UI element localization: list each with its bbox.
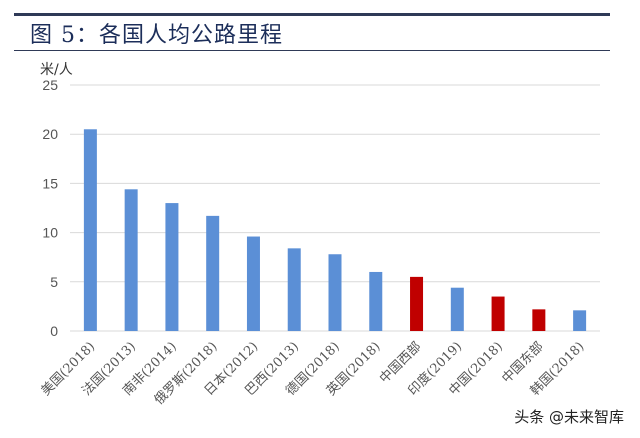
bar [287,248,301,331]
y-tick-label: 0 [50,323,58,339]
y-tick-label: 25 [42,77,58,93]
title-bottom-rule [14,50,610,51]
y-tick-label: 5 [50,274,58,290]
bar [246,236,260,331]
y-tick-label: 10 [42,225,58,241]
bar [491,296,505,331]
y-axis-ticks: 0 5 10 15 20 25 [42,77,58,339]
bar [328,254,342,331]
bar [206,215,220,331]
chart-title: 图 5：各国人均公路里程 [30,23,283,48]
watermark: 头条 @未来智库 [510,405,628,428]
bar [83,129,97,331]
y-tick-label: 15 [42,175,58,191]
bar [450,287,464,331]
bar [165,203,179,331]
y-axis-unit-label: 米/人 [40,62,73,78]
y-tick-label: 20 [42,126,58,142]
bar [124,189,138,331]
bar [369,271,383,331]
bar [573,310,587,331]
gridlines [70,84,600,332]
x-axis-labels: 美国(2018)法国(2013)南非(2014)俄罗斯(2018)日本(2012… [39,339,588,408]
bar [532,309,546,331]
bars [83,129,587,331]
title-top-rule [14,13,610,16]
bar [410,276,424,331]
